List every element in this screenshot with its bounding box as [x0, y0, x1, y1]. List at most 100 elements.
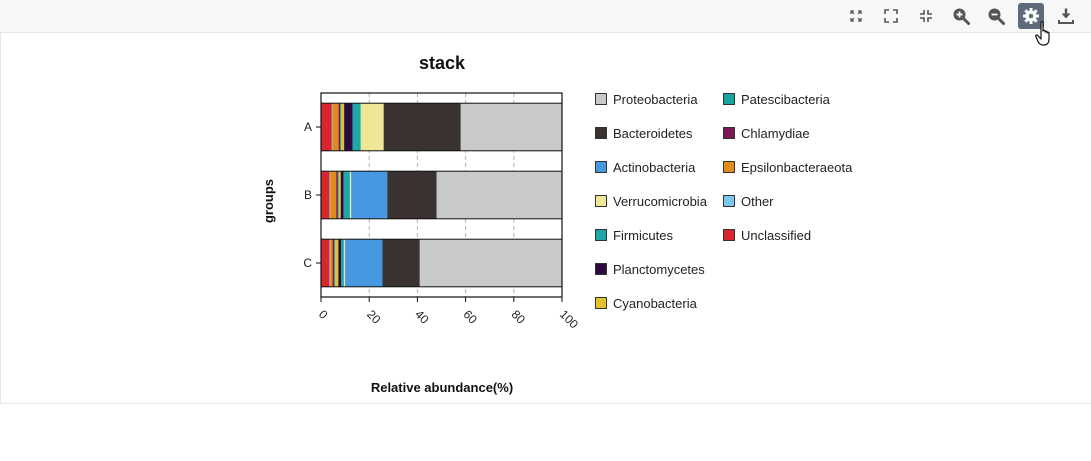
zoom-out-icon	[988, 8, 1005, 25]
settings-icon	[1023, 8, 1039, 24]
download-button[interactable]	[1053, 3, 1079, 29]
bar-segment	[321, 239, 330, 287]
legend-label: Proteobacteria	[613, 91, 698, 107]
settings-button[interactable]	[1018, 3, 1044, 29]
legend-item[interactable]: Unclassified	[723, 227, 811, 243]
legend-swatch	[723, 195, 735, 207]
legend-swatch	[723, 93, 735, 105]
legend-swatch	[723, 161, 735, 173]
x-tick-label: 0	[316, 307, 331, 322]
legend-swatch	[595, 297, 607, 309]
bar-segment	[345, 239, 383, 287]
bar-segment	[341, 103, 345, 151]
bar-segment	[460, 103, 562, 151]
chart-panel	[0, 0, 1091, 404]
stacked-bar-chart: stack Relative abundance(%) groups A B C 0 2…	[261, 53, 581, 395]
bar-segment	[341, 239, 344, 287]
bar-segment	[321, 171, 330, 219]
bar-segment	[382, 239, 420, 287]
zoom-in-button[interactable]	[948, 3, 974, 29]
bar-segment	[335, 239, 339, 287]
x-tick-label: 80	[509, 307, 529, 327]
bar-segment	[340, 171, 344, 219]
zoom-in-icon	[953, 8, 970, 25]
legend-label: Patescibacteria	[741, 91, 830, 107]
legend-item[interactable]: Bacteroidetes	[595, 125, 693, 141]
bar-segment	[419, 239, 562, 287]
legend-item[interactable]: Verrucomicrobia	[595, 193, 707, 209]
fullscreen-button[interactable]	[878, 3, 904, 29]
legend-label: Verrucomicrobia	[613, 193, 707, 209]
fullscreen-icon	[884, 9, 898, 23]
plot-frame	[320, 92, 563, 298]
legend-item[interactable]: Epsilonbacteraeota	[723, 159, 852, 175]
bar-segment	[338, 171, 341, 219]
legend-swatch	[595, 161, 607, 173]
legend-label: Other	[741, 193, 774, 209]
bar-segment	[329, 239, 331, 287]
legend-swatch	[723, 229, 735, 241]
legend-label: Bacteroidetes	[613, 125, 693, 141]
bar-segment	[334, 239, 336, 287]
bar-segment	[332, 103, 339, 151]
bar-segment	[352, 103, 361, 151]
x-tick-label: 40	[412, 307, 432, 327]
bar-segment	[436, 171, 562, 219]
legend-item[interactable]: Patescibacteria	[723, 91, 830, 107]
y-tick-label: A	[304, 120, 312, 134]
legend-item[interactable]: Actinobacteria	[595, 159, 695, 175]
legend-item[interactable]: Cyanobacteria	[595, 295, 697, 311]
bar-segment	[383, 103, 461, 151]
bar-segment	[321, 103, 332, 151]
chart-title: stack	[419, 53, 466, 73]
bar-segment	[387, 171, 437, 219]
y-axis-label: groups	[261, 179, 276, 223]
bar-segment	[343, 239, 346, 287]
bar-segment	[331, 103, 333, 151]
x-tick-label: 20	[364, 307, 384, 327]
x-tick-label: 60	[460, 307, 480, 327]
legend-swatch	[595, 93, 607, 105]
bar-segment	[330, 239, 333, 287]
exit-fullscreen-icon	[920, 10, 932, 22]
legend-label: Planctomycetes	[613, 261, 705, 277]
legend-item[interactable]: Firmicutes	[595, 227, 673, 243]
download-icon	[1058, 8, 1074, 24]
chart-toolbar	[0, 0, 1091, 33]
x-tick-label: 100	[557, 307, 581, 331]
bar-segment	[344, 103, 353, 151]
restore-icon	[850, 10, 862, 22]
legend-swatch	[595, 127, 607, 139]
bar-segment	[338, 239, 342, 287]
bar-segment	[332, 239, 335, 287]
legend-item[interactable]: Other	[723, 193, 774, 209]
bar-segment	[330, 171, 337, 219]
y-tick-label: C	[303, 256, 312, 270]
bar-segment	[336, 171, 338, 219]
bar-segment	[360, 103, 384, 151]
legend-item[interactable]: Planctomycetes	[595, 261, 705, 277]
zoom-out-button[interactable]	[983, 3, 1009, 29]
legend-label: Epsilonbacteraeota	[741, 159, 853, 175]
bar-segment	[351, 171, 388, 219]
legend-swatch	[595, 229, 607, 241]
bar-segment	[349, 171, 352, 219]
legend-swatch	[595, 263, 607, 275]
bar-segment	[343, 171, 350, 219]
bar-segment	[340, 103, 342, 151]
legend-label: Firmicutes	[613, 227, 673, 243]
legend-label: Cyanobacteria	[613, 295, 697, 311]
legend-swatch	[595, 195, 607, 207]
bar-segment	[337, 171, 339, 219]
bar-segment	[338, 103, 341, 151]
legend-item[interactable]: Proteobacteria	[595, 91, 698, 107]
restore-button[interactable]	[843, 3, 869, 29]
legend-item[interactable]: Chlamydiae	[723, 125, 810, 141]
bar-segment	[329, 171, 331, 219]
legend-swatch	[723, 127, 735, 139]
exit-fullscreen-button[interactable]	[913, 3, 939, 29]
legend-label: Chlamydiae	[741, 125, 810, 141]
y-tick-label: B	[304, 188, 312, 202]
plot-area: A B C 0 20 40 60 80 100	[303, 92, 581, 332]
legend-label: Unclassified	[741, 227, 812, 243]
